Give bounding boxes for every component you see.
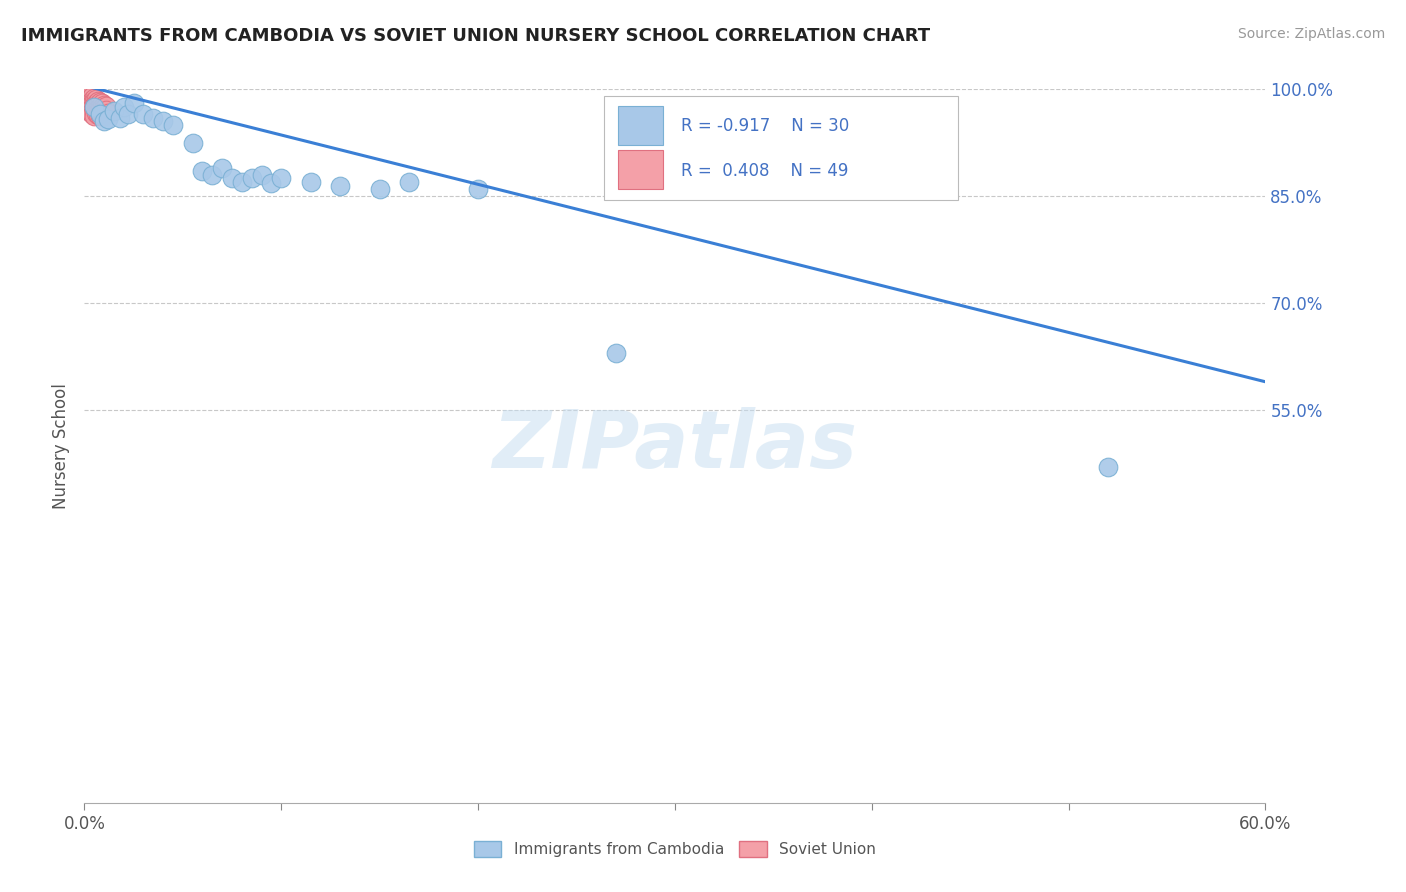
Point <box>91 107 114 121</box>
Point <box>77 98 100 112</box>
Point <box>91 100 114 114</box>
Point <box>122 96 145 111</box>
Point <box>83 109 105 123</box>
Point <box>93 109 115 123</box>
FancyBboxPatch shape <box>619 105 664 145</box>
Point <box>83 95 105 109</box>
Point <box>329 178 352 193</box>
Point <box>89 105 111 120</box>
Point <box>132 107 155 121</box>
Point <box>87 104 110 119</box>
Point <box>77 95 100 109</box>
Point <box>117 107 139 121</box>
Point <box>201 168 224 182</box>
Point <box>142 111 165 125</box>
Point <box>82 96 104 111</box>
Point <box>91 103 114 118</box>
Point <box>250 168 273 182</box>
Point <box>270 171 292 186</box>
Point <box>97 112 120 127</box>
Point <box>94 99 117 113</box>
Point <box>87 94 110 108</box>
Point <box>89 98 111 112</box>
Point <box>112 100 135 114</box>
Point <box>93 98 115 112</box>
Point <box>75 93 97 107</box>
Point <box>94 103 117 117</box>
Text: IMMIGRANTS FROM CAMBODIA VS SOVIET UNION NURSERY SCHOOL CORRELATION CHART: IMMIGRANTS FROM CAMBODIA VS SOVIET UNION… <box>21 27 931 45</box>
Text: Source: ZipAtlas.com: Source: ZipAtlas.com <box>1237 27 1385 41</box>
FancyBboxPatch shape <box>605 96 959 200</box>
Point <box>82 100 104 114</box>
Text: ZIPatlas: ZIPatlas <box>492 407 858 485</box>
Point <box>84 95 107 110</box>
Point <box>83 100 105 114</box>
Point <box>82 89 104 103</box>
Point <box>97 106 120 120</box>
Point <box>82 103 104 118</box>
Point <box>368 182 391 196</box>
Point <box>181 136 204 150</box>
Point <box>84 92 107 106</box>
Point <box>240 171 263 186</box>
Point <box>79 102 101 116</box>
Point <box>89 109 111 123</box>
Point <box>103 103 125 118</box>
Point <box>162 118 184 132</box>
Point <box>108 111 131 125</box>
Point <box>84 103 107 117</box>
Point <box>93 105 115 120</box>
Point <box>211 161 233 175</box>
Point <box>83 91 105 105</box>
Point <box>605 346 627 360</box>
Text: R = -0.917    N = 30: R = -0.917 N = 30 <box>681 118 849 136</box>
Point <box>87 97 110 112</box>
Point <box>82 93 104 107</box>
Point <box>79 87 101 102</box>
Point <box>87 101 110 115</box>
Point <box>83 102 105 116</box>
Point <box>91 96 114 111</box>
Point <box>89 102 111 116</box>
Point <box>87 108 110 122</box>
Point <box>82 107 104 121</box>
Point <box>1097 460 1119 475</box>
Point <box>93 102 115 116</box>
Point <box>79 95 101 109</box>
Legend: Immigrants from Cambodia, Soviet Union: Immigrants from Cambodia, Soviet Union <box>468 835 882 863</box>
Point <box>260 177 283 191</box>
Point <box>299 175 322 189</box>
Point <box>89 95 111 109</box>
Point <box>152 114 174 128</box>
Point <box>467 182 489 196</box>
Point <box>77 91 100 105</box>
Point <box>89 107 111 121</box>
Y-axis label: Nursery School: Nursery School <box>52 383 70 509</box>
Point <box>75 89 97 103</box>
Point <box>83 105 105 120</box>
Point <box>93 114 115 128</box>
Point <box>79 98 101 112</box>
Point <box>84 99 107 113</box>
Text: R =  0.408    N = 49: R = 0.408 N = 49 <box>681 162 848 180</box>
FancyBboxPatch shape <box>619 150 664 189</box>
Point <box>398 175 420 189</box>
Point <box>231 175 253 189</box>
Point <box>84 106 107 120</box>
Point <box>83 98 105 112</box>
Point <box>221 171 243 186</box>
Point <box>191 164 214 178</box>
Point <box>79 91 101 105</box>
Point <box>79 105 101 120</box>
